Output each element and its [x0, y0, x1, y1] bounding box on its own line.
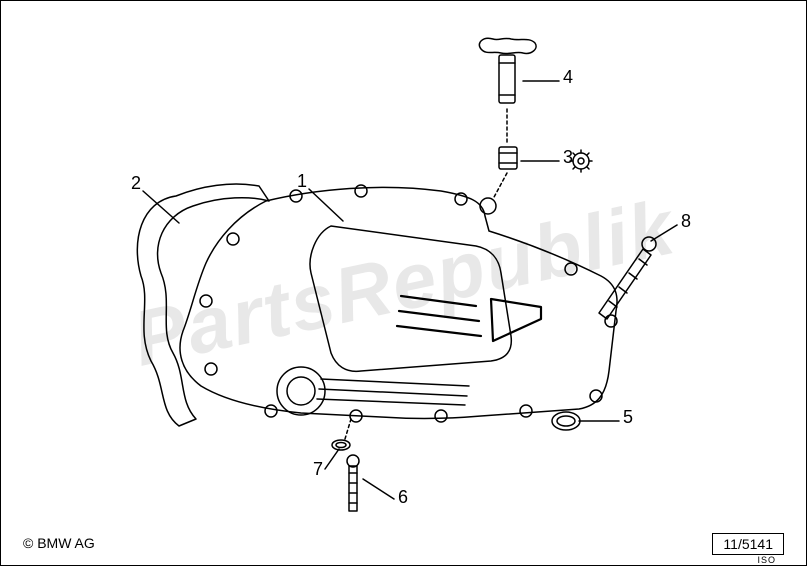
- part-label-3: 3: [563, 147, 573, 168]
- reference-number: 11/5141: [712, 533, 784, 555]
- part-label-7: 7: [313, 459, 323, 480]
- part-label-4: 4: [563, 67, 573, 88]
- copyright-text: © BMW AG: [23, 535, 95, 551]
- part-label-6: 6: [398, 487, 408, 508]
- part-label-8: 8: [681, 211, 691, 232]
- part-label-2: 2: [131, 173, 141, 194]
- part-label-1: 1: [297, 171, 307, 192]
- diagram-frame: PartsRepublik: [0, 0, 807, 566]
- iso-label: ISO: [757, 555, 776, 565]
- parts-diagram-svg: [1, 1, 807, 567]
- part-label-5: 5: [623, 407, 633, 428]
